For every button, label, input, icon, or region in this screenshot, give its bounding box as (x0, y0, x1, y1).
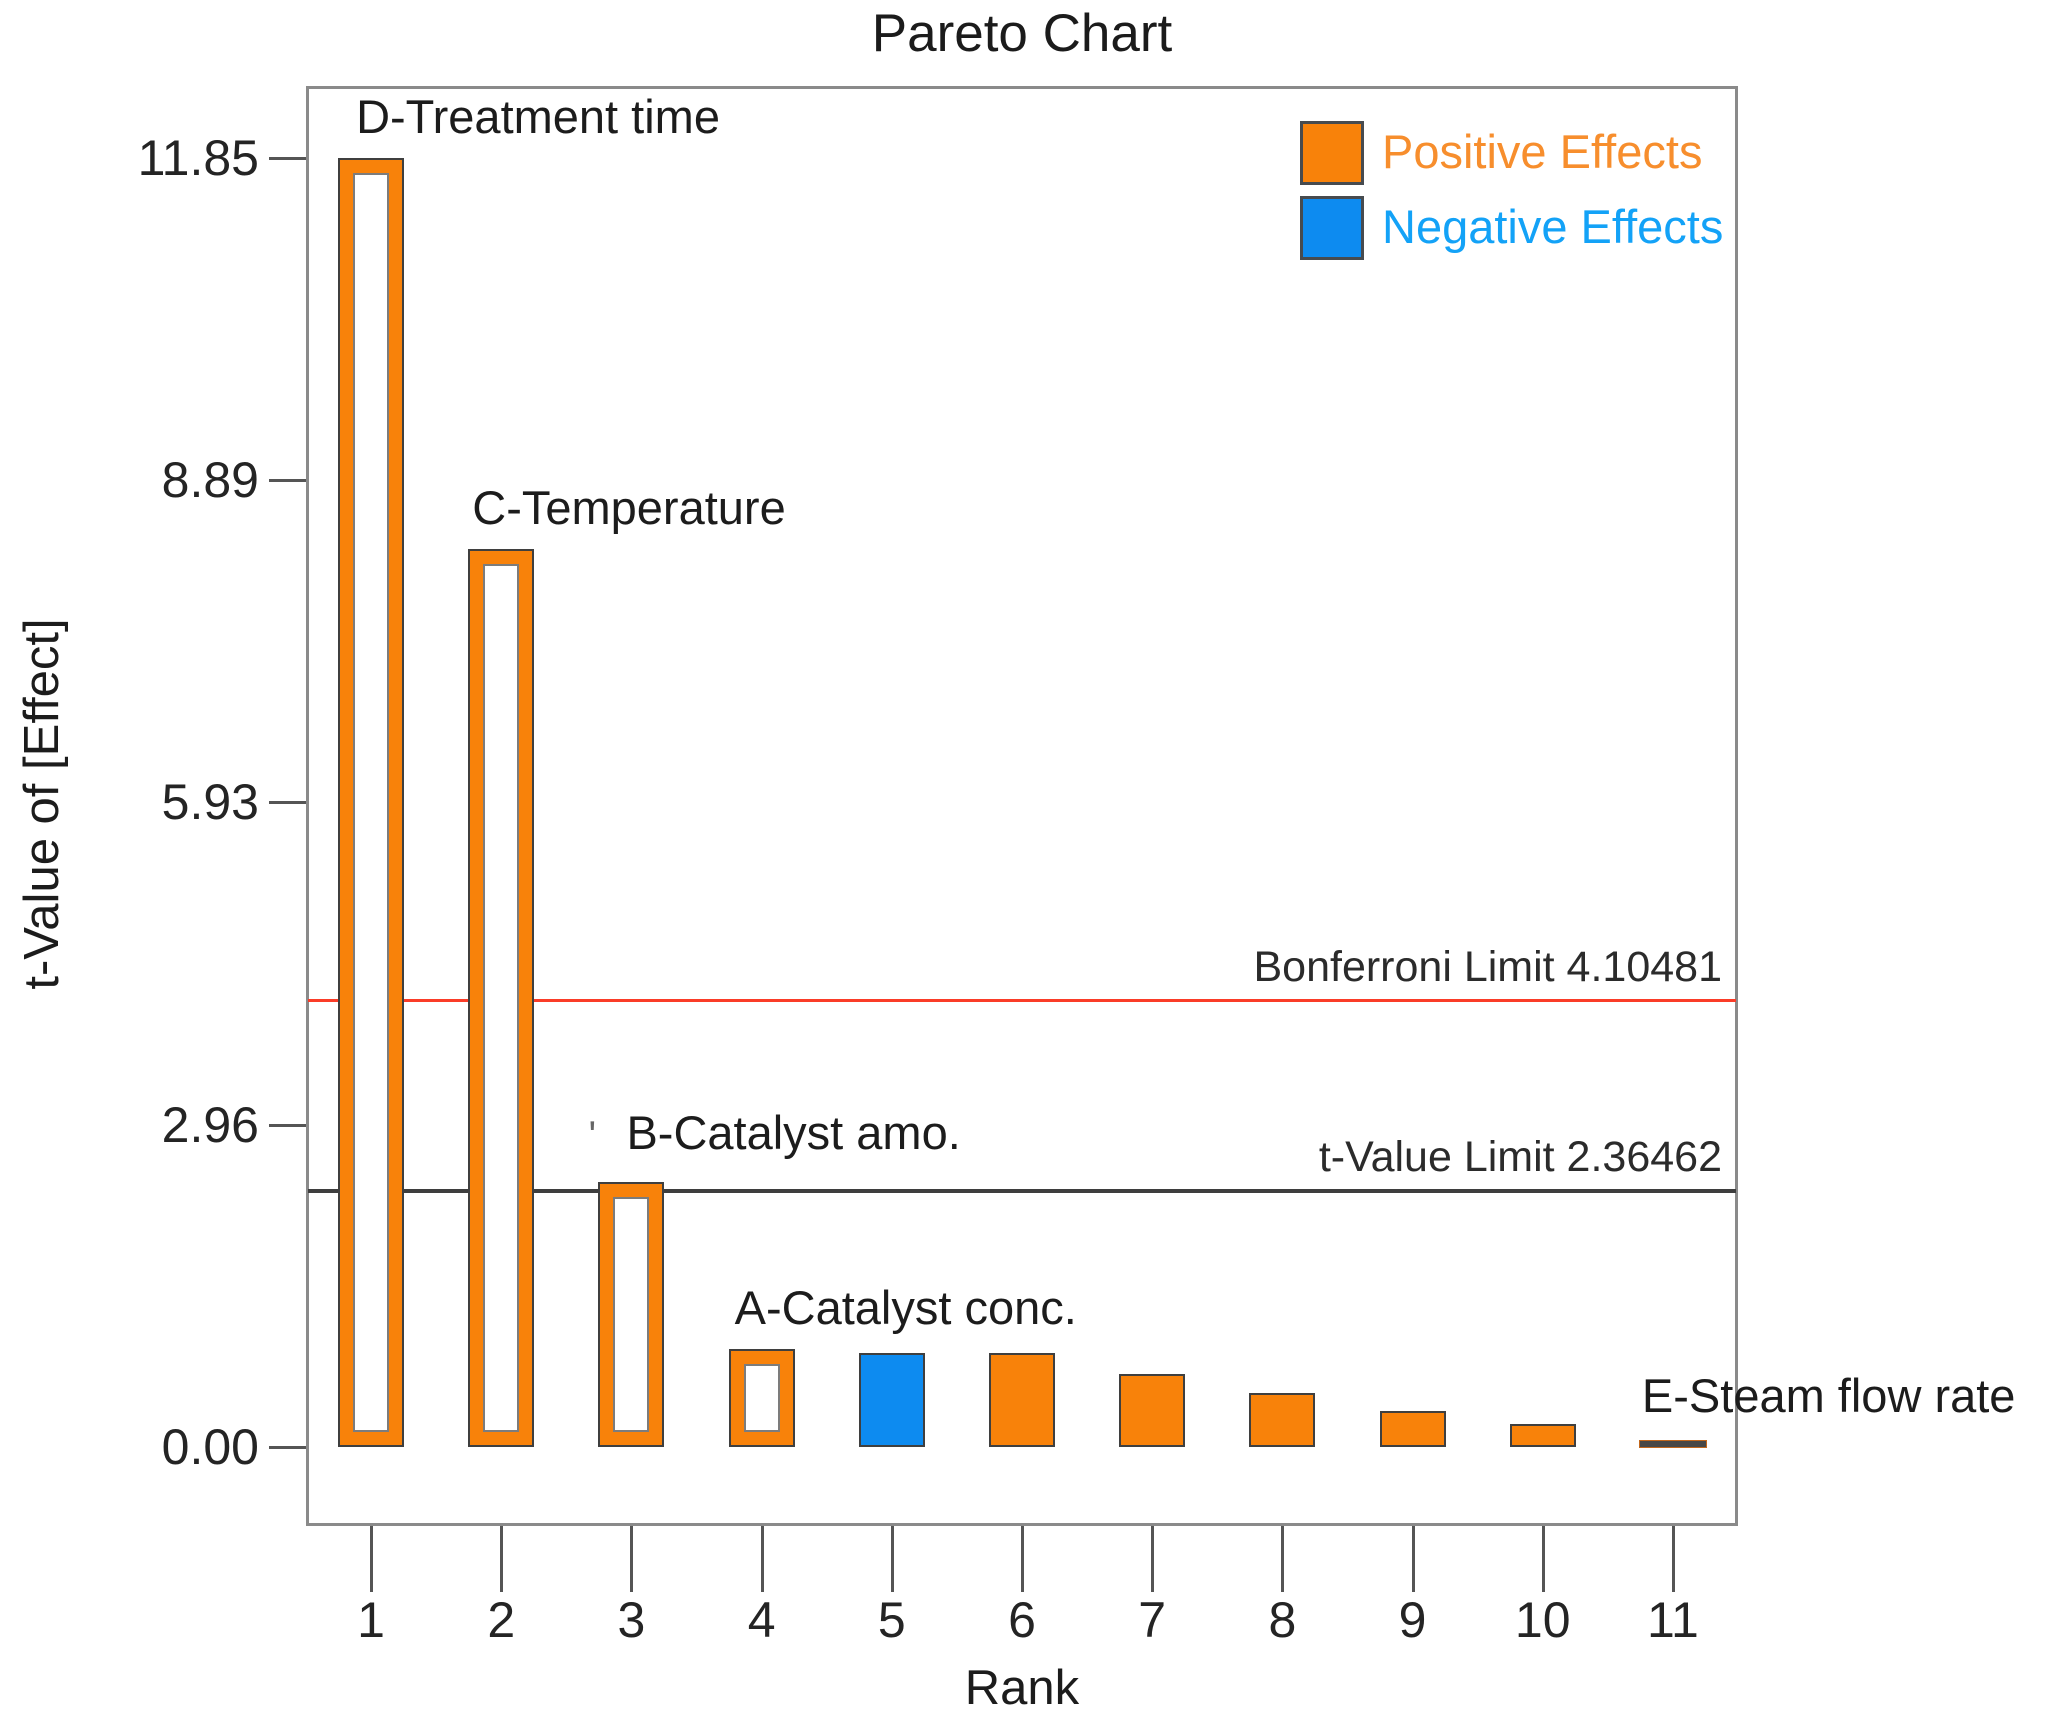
bar-label-rank-3: B-Catalyst amo. (626, 1106, 961, 1159)
x-tick-mark (1411, 1526, 1415, 1592)
x-tick-label: 3 (617, 1592, 646, 1648)
bar-rank-1 (338, 158, 405, 1447)
bar-hollow-interior (613, 1197, 650, 1432)
x-tick-mark (500, 1526, 504, 1592)
bar-rank-4 (728, 1349, 795, 1447)
bonferroni-limit-line (308, 999, 1736, 1003)
y-tick-label: 2.96 (161, 1096, 259, 1153)
t-value-limit-label: t-Value Limit 2.36462 (1318, 1132, 1722, 1181)
y-tick-label: 8.89 (161, 451, 259, 508)
bar-label-rank-11: E-Steam flow rate (1641, 1369, 2016, 1422)
bar-rank-7 (1119, 1374, 1186, 1447)
plot-area (306, 86, 1738, 1526)
x-tick-label: 7 (1138, 1592, 1167, 1648)
bar-label-rank-1: D-Treatment time (356, 90, 720, 143)
legend-label-positive: Positive Effects (1382, 125, 1703, 178)
x-tick-mark (1541, 1526, 1545, 1592)
bonferroni-limit-label: Bonferroni Limit 4.10481 (1253, 943, 1722, 992)
bar-rank-8 (1249, 1393, 1316, 1447)
chart-title: Pareto Chart (871, 4, 1173, 63)
y-tick-label: 11.85 (137, 129, 259, 186)
bar-label-rank-2: C-Temperature (472, 481, 786, 534)
bar-rank-6 (989, 1353, 1055, 1447)
x-tick-label: 1 (357, 1592, 385, 1648)
positive-effects-swatch-icon (1300, 121, 1364, 185)
x-tick-mark (630, 1526, 634, 1592)
x-tick-label: 6 (1008, 1592, 1036, 1648)
bar-rank-2 (468, 549, 535, 1447)
t-value-limit-line (308, 1188, 1736, 1193)
legend-label-negative: Negative Effects (1382, 200, 1724, 253)
x-tick-label: 9 (1398, 1592, 1427, 1648)
y-tick-mark (269, 156, 306, 160)
y-tick-mark (269, 800, 306, 804)
bar-rank-10 (1509, 1424, 1576, 1447)
bar-label-prefix-mark: ' (588, 1114, 597, 1158)
bar-hollow-interior (353, 173, 390, 1432)
bar-rank-11 (1638, 1440, 1707, 1448)
x-tick-mark (370, 1526, 374, 1592)
y-tick-mark (269, 1123, 306, 1127)
bar-rank-9 (1379, 1411, 1446, 1447)
negative-effects-swatch-icon (1300, 196, 1364, 260)
x-tick-label: 4 (747, 1592, 776, 1648)
bar-label-rank-4: A-Catalyst conc. (734, 1281, 1077, 1334)
y-tick-mark (269, 478, 306, 482)
x-tick-label: 5 (877, 1592, 906, 1648)
x-tick-mark (1021, 1526, 1024, 1592)
x-tick-label: 11 (1646, 1592, 1699, 1648)
y-tick-label: 0.00 (161, 1419, 259, 1475)
x-tick-mark (1281, 1526, 1285, 1592)
y-tick-label: 5.93 (161, 773, 259, 830)
bar-hollow-interior (483, 564, 520, 1432)
y-tick-mark (269, 1446, 306, 1449)
x-tick-mark (890, 1526, 894, 1592)
bar-rank-5 (858, 1353, 925, 1447)
x-tick-mark (1151, 1526, 1155, 1592)
bar-hollow-interior (743, 1364, 780, 1432)
x-tick-label: 8 (1268, 1592, 1297, 1648)
bar-rank-3 (598, 1182, 665, 1447)
x-axis-title: Rank (964, 1661, 1080, 1715)
x-tick-mark (1671, 1526, 1675, 1592)
x-tick-label: 10 (1514, 1592, 1571, 1648)
x-tick-label: 2 (487, 1592, 516, 1648)
x-tick-mark (760, 1526, 764, 1592)
